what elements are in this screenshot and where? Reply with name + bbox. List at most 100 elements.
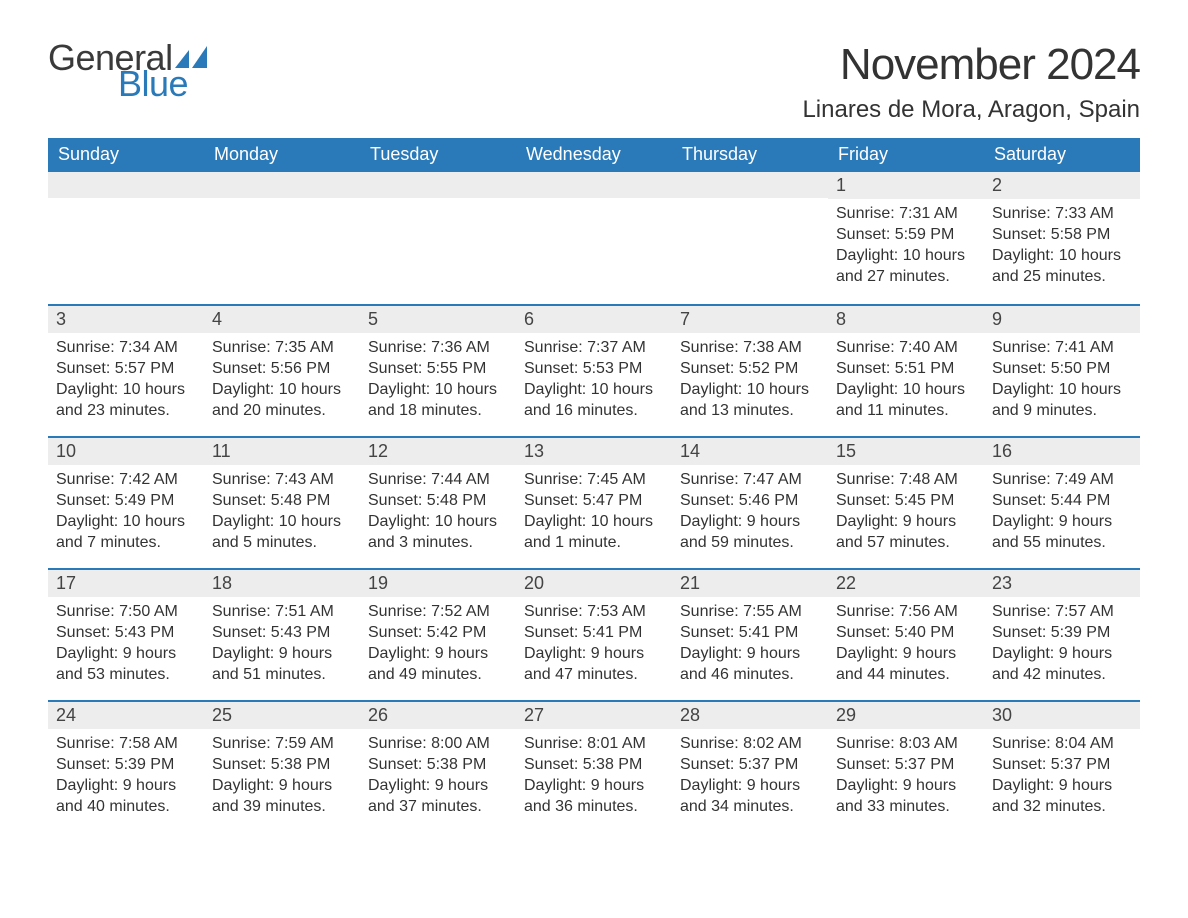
calendar-empty-cell xyxy=(360,172,516,304)
sunrise-label: Sunrise: 7:47 AM xyxy=(680,469,820,490)
sunset-label: Sunset: 5:48 PM xyxy=(368,490,508,511)
sunset-label: Sunset: 5:52 PM xyxy=(680,358,820,379)
sunset-label: Sunset: 5:57 PM xyxy=(56,358,196,379)
page-title: November 2024 xyxy=(802,40,1140,90)
location-label: Linares de Mora, Aragon, Spain xyxy=(802,96,1140,124)
daylight-label: Daylight: 10 hours and 11 minutes. xyxy=(836,379,976,421)
sunrise-label: Sunrise: 7:56 AM xyxy=(836,601,976,622)
daylight-label: Daylight: 9 hours and 46 minutes. xyxy=(680,643,820,685)
sunset-label: Sunset: 5:48 PM xyxy=(212,490,352,511)
sunrise-label: Sunrise: 7:38 AM xyxy=(680,337,820,358)
weekday-header-row: SundayMondayTuesdayWednesdayThursdayFrid… xyxy=(48,138,1140,172)
calendar-day-cell: 25Sunrise: 7:59 AMSunset: 5:38 PMDayligh… xyxy=(204,702,360,832)
calendar-day-cell: 18Sunrise: 7:51 AMSunset: 5:43 PMDayligh… xyxy=(204,570,360,700)
daylight-label: Daylight: 9 hours and 44 minutes. xyxy=(836,643,976,685)
day-details: Sunrise: 7:59 AMSunset: 5:38 PMDaylight:… xyxy=(204,729,360,825)
daylight-label: Daylight: 9 hours and 49 minutes. xyxy=(368,643,508,685)
calendar-week-row: 17Sunrise: 7:50 AMSunset: 5:43 PMDayligh… xyxy=(48,568,1140,700)
calendar-day-cell: 20Sunrise: 7:53 AMSunset: 5:41 PMDayligh… xyxy=(516,570,672,700)
day-details: Sunrise: 7:55 AMSunset: 5:41 PMDaylight:… xyxy=(672,597,828,693)
sunset-label: Sunset: 5:51 PM xyxy=(836,358,976,379)
day-number: 30 xyxy=(984,702,1140,729)
weekday-header: Monday xyxy=(204,138,360,172)
brand-name-part2: Blue xyxy=(118,66,209,102)
sunrise-label: Sunrise: 7:40 AM xyxy=(836,337,976,358)
sunrise-label: Sunrise: 7:43 AM xyxy=(212,469,352,490)
day-number: 13 xyxy=(516,438,672,465)
calendar-body: 1Sunrise: 7:31 AMSunset: 5:59 PMDaylight… xyxy=(48,172,1140,832)
sunrise-label: Sunrise: 7:49 AM xyxy=(992,469,1132,490)
day-details: Sunrise: 7:31 AMSunset: 5:59 PMDaylight:… xyxy=(828,199,984,295)
day-number: 28 xyxy=(672,702,828,729)
daylight-label: Daylight: 10 hours and 18 minutes. xyxy=(368,379,508,421)
day-details: Sunrise: 8:02 AMSunset: 5:37 PMDaylight:… xyxy=(672,729,828,825)
day-number xyxy=(672,172,828,198)
calendar-week-row: 10Sunrise: 7:42 AMSunset: 5:49 PMDayligh… xyxy=(48,436,1140,568)
daylight-label: Daylight: 10 hours and 7 minutes. xyxy=(56,511,196,553)
day-number: 14 xyxy=(672,438,828,465)
calendar-day-cell: 10Sunrise: 7:42 AMSunset: 5:49 PMDayligh… xyxy=(48,438,204,568)
day-number: 27 xyxy=(516,702,672,729)
calendar-empty-cell xyxy=(204,172,360,304)
day-number: 20 xyxy=(516,570,672,597)
day-number: 1 xyxy=(828,172,984,199)
day-number: 8 xyxy=(828,306,984,333)
daylight-label: Daylight: 10 hours and 3 minutes. xyxy=(368,511,508,553)
sunset-label: Sunset: 5:43 PM xyxy=(212,622,352,643)
daylight-label: Daylight: 9 hours and 37 minutes. xyxy=(368,775,508,817)
sunrise-label: Sunrise: 7:33 AM xyxy=(992,203,1132,224)
calendar-day-cell: 11Sunrise: 7:43 AMSunset: 5:48 PMDayligh… xyxy=(204,438,360,568)
sunset-label: Sunset: 5:41 PM xyxy=(524,622,664,643)
calendar-day-cell: 26Sunrise: 8:00 AMSunset: 5:38 PMDayligh… xyxy=(360,702,516,832)
daylight-label: Daylight: 9 hours and 51 minutes. xyxy=(212,643,352,685)
sunset-label: Sunset: 5:38 PM xyxy=(368,754,508,775)
calendar-day-cell: 8Sunrise: 7:40 AMSunset: 5:51 PMDaylight… xyxy=(828,306,984,436)
sunrise-label: Sunrise: 7:51 AM xyxy=(212,601,352,622)
day-number: 29 xyxy=(828,702,984,729)
day-details: Sunrise: 7:49 AMSunset: 5:44 PMDaylight:… xyxy=(984,465,1140,561)
calendar-day-cell: 4Sunrise: 7:35 AMSunset: 5:56 PMDaylight… xyxy=(204,306,360,436)
day-details: Sunrise: 7:45 AMSunset: 5:47 PMDaylight:… xyxy=(516,465,672,561)
day-number: 5 xyxy=(360,306,516,333)
calendar-day-cell: 3Sunrise: 7:34 AMSunset: 5:57 PMDaylight… xyxy=(48,306,204,436)
sunset-label: Sunset: 5:41 PM xyxy=(680,622,820,643)
calendar-day-cell: 30Sunrise: 8:04 AMSunset: 5:37 PMDayligh… xyxy=(984,702,1140,832)
day-details: Sunrise: 7:42 AMSunset: 5:49 PMDaylight:… xyxy=(48,465,204,561)
day-number xyxy=(360,172,516,198)
day-number: 15 xyxy=(828,438,984,465)
weekday-header: Friday xyxy=(828,138,984,172)
day-details: Sunrise: 7:37 AMSunset: 5:53 PMDaylight:… xyxy=(516,333,672,429)
day-details: Sunrise: 7:53 AMSunset: 5:41 PMDaylight:… xyxy=(516,597,672,693)
day-details: Sunrise: 7:43 AMSunset: 5:48 PMDaylight:… xyxy=(204,465,360,561)
calendar-empty-cell xyxy=(516,172,672,304)
calendar-day-cell: 16Sunrise: 7:49 AMSunset: 5:44 PMDayligh… xyxy=(984,438,1140,568)
calendar-day-cell: 17Sunrise: 7:50 AMSunset: 5:43 PMDayligh… xyxy=(48,570,204,700)
daylight-label: Daylight: 9 hours and 33 minutes. xyxy=(836,775,976,817)
day-details: Sunrise: 7:58 AMSunset: 5:39 PMDaylight:… xyxy=(48,729,204,825)
sunset-label: Sunset: 5:44 PM xyxy=(992,490,1132,511)
sunrise-label: Sunrise: 8:01 AM xyxy=(524,733,664,754)
day-details: Sunrise: 7:40 AMSunset: 5:51 PMDaylight:… xyxy=(828,333,984,429)
sunset-label: Sunset: 5:40 PM xyxy=(836,622,976,643)
page: General Blue November 2024 Linares de Mo… xyxy=(0,0,1188,892)
sunrise-label: Sunrise: 7:53 AM xyxy=(524,601,664,622)
sunset-label: Sunset: 5:38 PM xyxy=(524,754,664,775)
calendar: SundayMondayTuesdayWednesdayThursdayFrid… xyxy=(48,138,1140,832)
calendar-day-cell: 2Sunrise: 7:33 AMSunset: 5:58 PMDaylight… xyxy=(984,172,1140,304)
day-number: 7 xyxy=(672,306,828,333)
calendar-day-cell: 13Sunrise: 7:45 AMSunset: 5:47 PMDayligh… xyxy=(516,438,672,568)
day-details: Sunrise: 7:48 AMSunset: 5:45 PMDaylight:… xyxy=(828,465,984,561)
daylight-label: Daylight: 9 hours and 47 minutes. xyxy=(524,643,664,685)
sunrise-label: Sunrise: 7:58 AM xyxy=(56,733,196,754)
title-block: November 2024 Linares de Mora, Aragon, S… xyxy=(802,40,1140,138)
day-number xyxy=(516,172,672,198)
day-number: 12 xyxy=(360,438,516,465)
daylight-label: Daylight: 10 hours and 25 minutes. xyxy=(992,245,1132,287)
daylight-label: Daylight: 9 hours and 57 minutes. xyxy=(836,511,976,553)
calendar-day-cell: 23Sunrise: 7:57 AMSunset: 5:39 PMDayligh… xyxy=(984,570,1140,700)
calendar-day-cell: 5Sunrise: 7:36 AMSunset: 5:55 PMDaylight… xyxy=(360,306,516,436)
day-details: Sunrise: 8:01 AMSunset: 5:38 PMDaylight:… xyxy=(516,729,672,825)
weekday-header: Tuesday xyxy=(360,138,516,172)
sunset-label: Sunset: 5:37 PM xyxy=(992,754,1132,775)
daylight-label: Daylight: 9 hours and 53 minutes. xyxy=(56,643,196,685)
